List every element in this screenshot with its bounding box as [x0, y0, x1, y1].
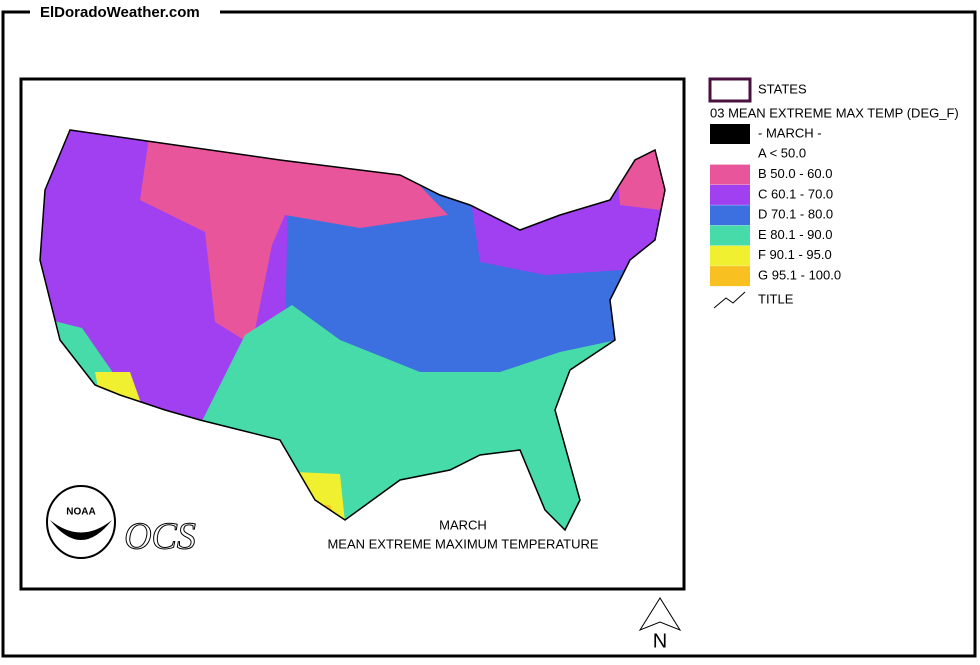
map-caption: MEAN EXTREME MAXIMUM TEMPERATURE	[327, 536, 598, 551]
legend-swatch	[710, 205, 750, 226]
legend-layer: 03 MEAN EXTREME MAX TEMP (DEG_F)	[710, 105, 959, 120]
north-label: N	[653, 630, 667, 652]
legend-label: D 70.1 - 80.0	[758, 207, 833, 222]
legend-label: F 90.1 - 95.0	[758, 247, 832, 262]
legend-label: B 50.0 - 60.0	[758, 166, 832, 181]
region	[140, 130, 448, 345]
legend-label: TITLE	[758, 291, 794, 306]
map-caption: MARCH	[439, 517, 487, 532]
legend-label: G 95.1 - 100.0	[758, 268, 841, 283]
legend-label: C 60.1 - 70.0	[758, 186, 833, 201]
legend-swatch	[710, 164, 750, 185]
legend: - MARCH - A < 50.0 B 50.0 - 60.0 C 60.1 - 7…	[710, 124, 841, 287]
site-name: ElDoradoWeather.com	[40, 4, 200, 21]
legend-label: - MARCH -	[758, 125, 822, 140]
legend-label: STATES	[758, 81, 807, 96]
title-symbol	[713, 291, 746, 309]
noaa-bird	[50, 520, 112, 540]
legend-label: A < 50.0	[758, 146, 806, 161]
states-swatch	[708, 77, 752, 103]
legend-swatch	[710, 225, 750, 246]
outer-frame	[1, 10, 977, 658]
noaa-logo	[46, 485, 116, 559]
legend-label: E 80.1 - 90.0	[758, 227, 832, 242]
north-arrow	[638, 597, 682, 632]
legend-swatch	[710, 266, 750, 287]
legend-swatch	[710, 144, 750, 165]
legend-swatch	[710, 245, 750, 266]
site-bg	[30, 3, 220, 23]
ocs-logo: OCS	[124, 516, 196, 558]
legend-swatch	[710, 124, 750, 144]
legend-swatch	[710, 184, 750, 205]
noaa-text: NOAA	[66, 507, 95, 518]
